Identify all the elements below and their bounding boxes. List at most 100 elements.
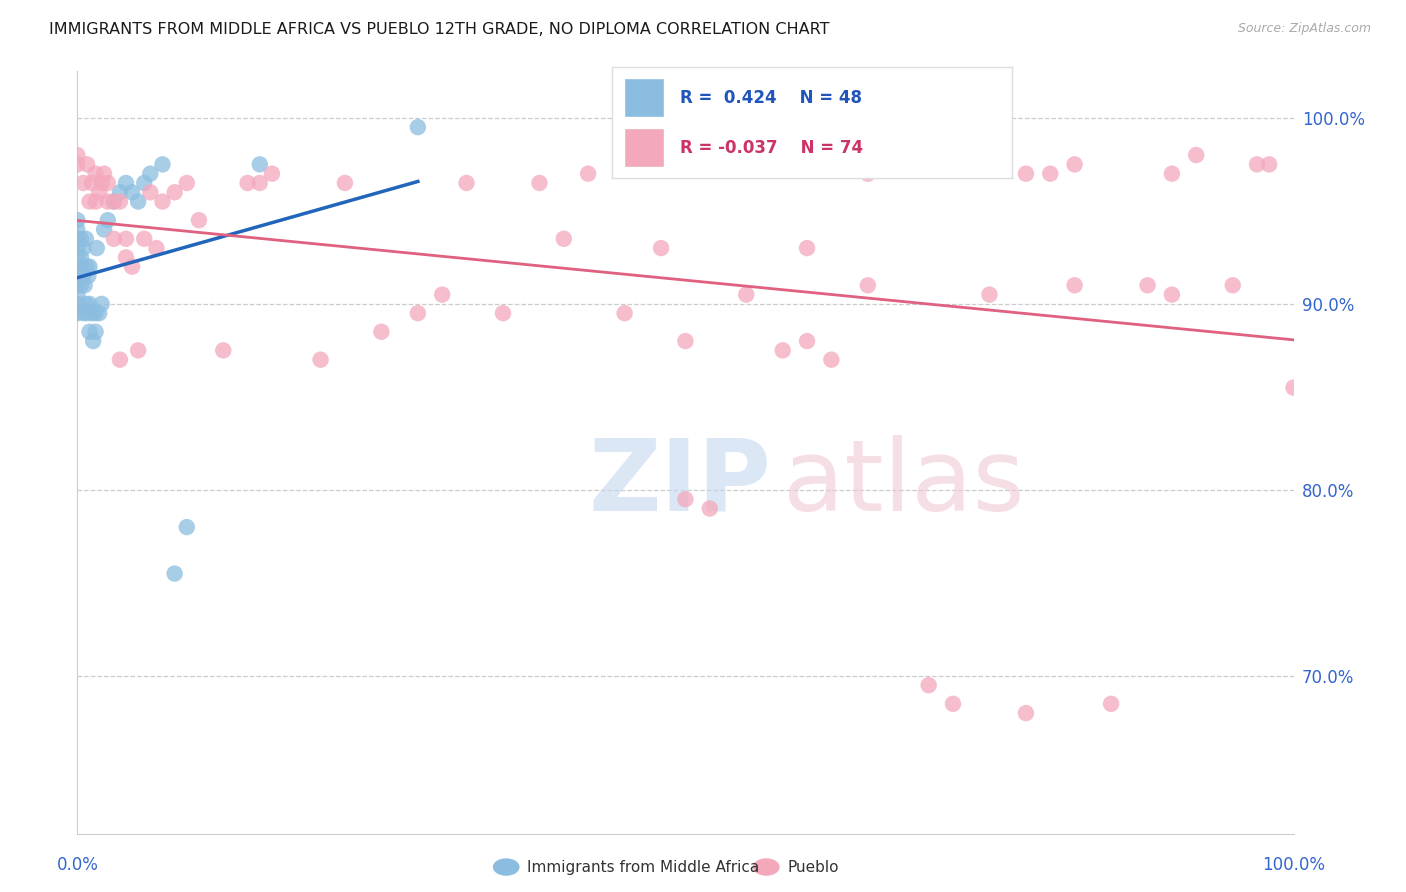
Point <box>1282 381 1305 395</box>
Point <box>82 334 104 348</box>
Point <box>249 157 271 171</box>
Point <box>115 232 138 246</box>
Point <box>80 176 103 190</box>
Point <box>529 176 551 190</box>
Point <box>66 251 89 265</box>
Text: ZIP: ZIP <box>588 434 770 532</box>
Point <box>309 352 332 367</box>
Point <box>893 148 915 162</box>
Point <box>80 306 103 320</box>
Point <box>70 251 93 265</box>
Point <box>613 306 636 320</box>
Point <box>675 492 697 507</box>
Point <box>1136 278 1159 293</box>
Point <box>108 194 131 209</box>
Point <box>72 176 94 190</box>
Point <box>66 268 89 283</box>
Point <box>103 194 125 209</box>
Point <box>772 343 794 358</box>
Point <box>66 260 89 274</box>
Point <box>66 213 89 227</box>
Point <box>76 157 98 171</box>
Text: IMMIGRANTS FROM MIDDLE AFRICA VS PUEBLO 12TH GRADE, NO DIPLOMA CORRELATION CHART: IMMIGRANTS FROM MIDDLE AFRICA VS PUEBLO … <box>49 22 830 37</box>
Point <box>72 268 94 283</box>
Text: Source: ZipAtlas.com: Source: ZipAtlas.com <box>1237 22 1371 36</box>
Point <box>79 260 101 274</box>
Point <box>66 222 89 236</box>
Point <box>84 194 107 209</box>
Point <box>1246 157 1268 171</box>
Point <box>456 176 478 190</box>
Point <box>84 325 107 339</box>
Point <box>66 232 89 246</box>
Text: 0.0%: 0.0% <box>56 856 98 874</box>
Point <box>942 148 965 162</box>
Point <box>212 343 235 358</box>
Point <box>152 194 174 209</box>
Point <box>650 241 672 255</box>
Point <box>84 167 107 181</box>
Point <box>134 232 156 246</box>
Point <box>249 176 271 190</box>
Point <box>163 566 186 581</box>
Point <box>176 520 198 534</box>
Point <box>79 194 101 209</box>
Point <box>856 278 879 293</box>
Point <box>576 167 599 181</box>
Point <box>89 186 111 200</box>
Point <box>89 306 111 320</box>
Point <box>553 232 575 246</box>
Text: R =  0.424    N = 48: R = 0.424 N = 48 <box>679 88 862 106</box>
Point <box>77 268 100 283</box>
Point <box>1063 278 1085 293</box>
Point <box>66 278 89 293</box>
Point <box>66 287 89 301</box>
Point <box>70 232 93 246</box>
Point <box>145 241 167 255</box>
Point <box>79 297 101 311</box>
Point <box>70 278 93 293</box>
Text: R = -0.037    N = 74: R = -0.037 N = 74 <box>679 139 863 157</box>
Point <box>796 334 818 348</box>
Point <box>127 194 149 209</box>
Point <box>406 306 429 320</box>
Point <box>1015 167 1038 181</box>
Point <box>333 176 356 190</box>
Point <box>796 241 818 255</box>
Point <box>66 148 89 162</box>
Point <box>127 343 149 358</box>
Point <box>72 306 94 320</box>
Point <box>90 176 112 190</box>
Point <box>260 167 283 181</box>
Point <box>176 176 198 190</box>
Point <box>75 232 97 246</box>
Point <box>918 678 941 692</box>
Point <box>675 334 697 348</box>
Point <box>236 176 259 190</box>
Point <box>90 297 112 311</box>
Point <box>1161 287 1184 301</box>
Point <box>152 157 174 171</box>
Point <box>430 287 453 301</box>
Point <box>820 352 842 367</box>
Point <box>84 306 107 320</box>
Point <box>139 167 162 181</box>
Point <box>492 306 515 320</box>
Point <box>66 306 89 320</box>
Point <box>66 297 89 311</box>
Point <box>103 194 125 209</box>
Point <box>1161 167 1184 181</box>
Point <box>70 260 93 274</box>
Point <box>856 167 879 181</box>
Point <box>108 352 131 367</box>
Point <box>97 213 120 227</box>
Point <box>1015 706 1038 720</box>
Point <box>1258 157 1281 171</box>
Point <box>86 241 108 255</box>
Bar <box>624 128 664 168</box>
Point <box>735 287 758 301</box>
Point <box>76 260 98 274</box>
Point <box>66 157 89 171</box>
Point <box>93 222 115 236</box>
Point <box>163 186 186 200</box>
